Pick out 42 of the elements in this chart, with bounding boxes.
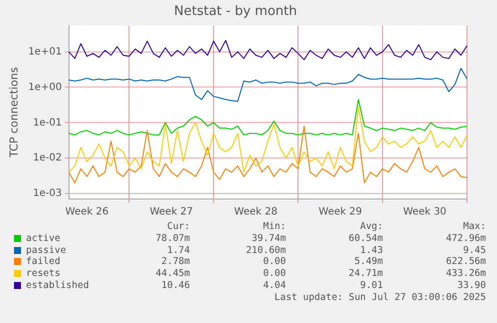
text: 9.01 bbox=[359, 280, 383, 291]
text: Cur: bbox=[166, 221, 190, 232]
y-tick-label: 1e-03 bbox=[32, 188, 62, 200]
x-tick-label: Week 26 bbox=[65, 206, 109, 218]
text: 210.60m bbox=[244, 244, 286, 256]
legend-label: active bbox=[26, 232, 60, 244]
legend-label: passive bbox=[26, 244, 66, 256]
text: 2.78m bbox=[160, 256, 190, 268]
y-tick-label: 1e-01 bbox=[32, 117, 62, 128]
text: 433.26m bbox=[444, 268, 486, 280]
text: Avg: bbox=[359, 221, 383, 232]
legend-label: established bbox=[26, 280, 89, 291]
text: 60.54m bbox=[348, 232, 383, 244]
text: Last update: Sun Jul 27 03:00:06 2025 bbox=[273, 292, 487, 304]
text: 1.74 bbox=[166, 244, 190, 256]
text: 1.43 bbox=[359, 244, 383, 256]
text: 0.00 bbox=[262, 256, 286, 268]
text: 472.96m bbox=[444, 232, 486, 244]
chart-title: Netstat - by month bbox=[174, 4, 297, 20]
text: 33.90 bbox=[456, 280, 486, 291]
text: 10.46 bbox=[160, 280, 190, 291]
text: 39.74m bbox=[250, 232, 286, 244]
x-tick-label: Week 27 bbox=[150, 206, 194, 218]
x-tick-label: Week 30 bbox=[403, 206, 446, 218]
text: 4.04 bbox=[262, 280, 286, 291]
legend-label: resets bbox=[26, 268, 60, 280]
text: Max: bbox=[462, 221, 486, 232]
text: 44.45m bbox=[154, 268, 190, 280]
y-tick-label: 1e+01 bbox=[28, 46, 62, 58]
x-tick-label: Week 28 bbox=[234, 206, 278, 218]
y-axis-title: TCP connections bbox=[7, 66, 20, 158]
text: 0.00 bbox=[262, 268, 286, 280]
x-tick-label: Week 29 bbox=[318, 206, 362, 218]
legend-label: failed bbox=[26, 256, 60, 268]
text: 622.56m bbox=[444, 256, 486, 268]
text: 78.07m bbox=[154, 232, 190, 244]
y-tick-label: 1e-02 bbox=[32, 152, 62, 164]
text: 9.45 bbox=[462, 244, 486, 256]
text: Min: bbox=[262, 221, 286, 232]
y-tick-label: 1e+00 bbox=[28, 82, 62, 93]
text: 24.71m bbox=[348, 268, 383, 280]
text: 5.49m bbox=[353, 256, 383, 268]
